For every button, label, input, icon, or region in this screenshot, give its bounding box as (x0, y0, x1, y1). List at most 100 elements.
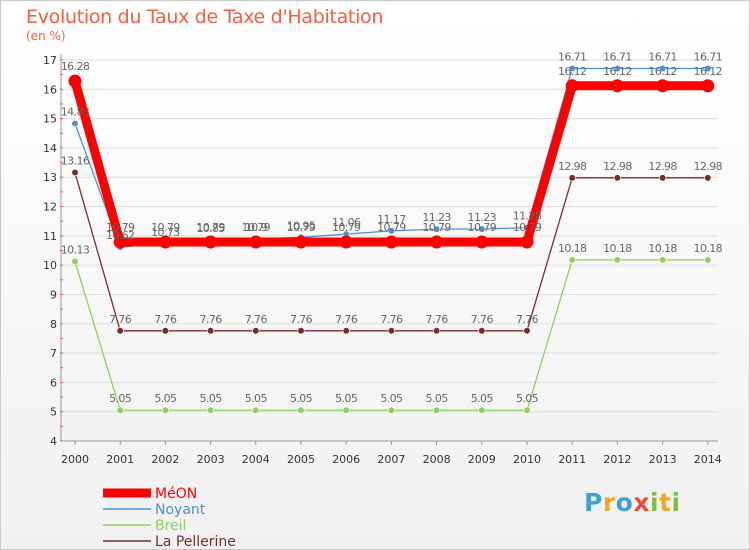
data-label: 10.79 (151, 221, 180, 234)
legend-label: Breil (155, 518, 186, 534)
series-marker (704, 64, 712, 73)
series-marker (294, 235, 308, 249)
y-tick-label: 12 (43, 201, 57, 214)
data-label: 7.76 (245, 313, 268, 326)
chart-subtitle: (en %) (26, 29, 66, 43)
y-tick-label: 6 (50, 376, 57, 389)
series-marker (71, 119, 79, 128)
data-label: 10.79 (422, 221, 451, 234)
series-group (68, 64, 715, 414)
data-label: 11.17 (377, 213, 406, 226)
series-marker (478, 406, 486, 414)
series-marker (478, 225, 486, 233)
data-label: 10.18 (603, 242, 632, 255)
series-marker (610, 79, 624, 93)
series-marker (339, 235, 353, 249)
data-label: 13.16 (61, 155, 90, 168)
series-marker (478, 327, 486, 335)
data-label: 16.71 (694, 50, 723, 63)
series-marker (704, 256, 712, 264)
data-label: 7.76 (200, 313, 223, 326)
data-label: 5.05 (200, 392, 223, 405)
x-tick-label: 2006 (332, 453, 360, 466)
series-marker (430, 235, 444, 249)
series-marker (116, 327, 124, 335)
data-label: 10.18 (558, 242, 587, 255)
y-tick-label: 10 (43, 259, 57, 272)
data-label: 10.79 (106, 221, 135, 234)
series-marker (207, 406, 215, 414)
series-marker (523, 327, 531, 335)
data-label: 7.76 (335, 313, 358, 326)
series-marker (252, 327, 260, 335)
y-tick-label: 11 (43, 230, 57, 243)
series-marker (433, 327, 441, 335)
x-axis-ticks: 2000 2001 2002 2003 2004 2005 2006 2007 2008 2009… (61, 441, 722, 466)
series-marker (658, 256, 667, 264)
series-marker (433, 406, 441, 414)
logo-letter: i (671, 488, 681, 517)
series-marker (297, 327, 305, 335)
data-label: 7.76 (154, 313, 177, 326)
data-label: 11.28 (513, 210, 542, 223)
data-label: 16.12 (603, 65, 632, 78)
series-marker (161, 327, 169, 335)
series-marker (387, 406, 396, 414)
data-label: 10.95 (287, 219, 316, 232)
y-tick-label: 16 (43, 83, 57, 96)
data-label: 7.76 (426, 313, 449, 326)
y-tick-label: 5 (50, 406, 57, 419)
series-marker (613, 256, 622, 264)
logo-letter: i (650, 488, 660, 517)
x-tick-label: 2011 (558, 453, 586, 466)
data-label: 16.12 (648, 65, 677, 78)
series-marker (207, 327, 215, 335)
logo-letter: r (602, 488, 616, 517)
series-marker (71, 257, 79, 265)
x-tick-label: 2005 (287, 453, 315, 466)
data-label: 10.73 (151, 226, 180, 239)
series-marker (433, 225, 441, 233)
data-label: 16.71 (648, 50, 677, 63)
data-label: 16.12 (558, 65, 587, 78)
series-marker (342, 406, 350, 414)
y-tick-label: 4 (50, 435, 57, 448)
series-marker (252, 406, 260, 414)
data-label: 10.79 (332, 221, 361, 234)
y-tick-label: 13 (43, 171, 57, 184)
series-marker (249, 235, 263, 249)
series-marker (116, 406, 124, 414)
data-label: 10.85 (196, 222, 225, 235)
axes (60, 54, 718, 442)
x-tick-label: 2009 (468, 453, 496, 466)
series-marker (704, 174, 712, 182)
y-axis-ticks: 4 5 6 7 8 9 10 11 12 13 14 15 16 17 (43, 54, 57, 448)
data-label: 10.18 (694, 242, 723, 255)
series-marker (161, 406, 169, 414)
data-label: 5.05 (426, 392, 449, 405)
series-marker (297, 406, 305, 414)
series-marker (565, 79, 579, 93)
data-label: 10.79 (287, 221, 316, 234)
x-tick-label: 2003 (197, 453, 225, 466)
data-label: 5.05 (335, 392, 358, 405)
data-label: 10.13 (61, 243, 90, 256)
series-marker (113, 235, 127, 249)
legend-label: La Pellerine (155, 534, 236, 550)
x-tick-label: 2000 (61, 453, 89, 466)
series-marker (523, 406, 531, 414)
series-marker (158, 235, 172, 249)
data-label: 7.76 (516, 313, 539, 326)
proxiti-logo: Proxiti (584, 488, 681, 517)
y-tick-label: 15 (43, 113, 57, 126)
y-tick-label: 8 (50, 318, 57, 331)
x-tick-label: 2010 (513, 453, 541, 466)
data-label: 5.05 (109, 392, 132, 405)
data-label: 5.05 (154, 392, 177, 405)
series-marker (568, 256, 576, 264)
series-marker (475, 235, 489, 249)
data-label: 11.23 (468, 211, 497, 224)
series-marker (387, 227, 396, 235)
